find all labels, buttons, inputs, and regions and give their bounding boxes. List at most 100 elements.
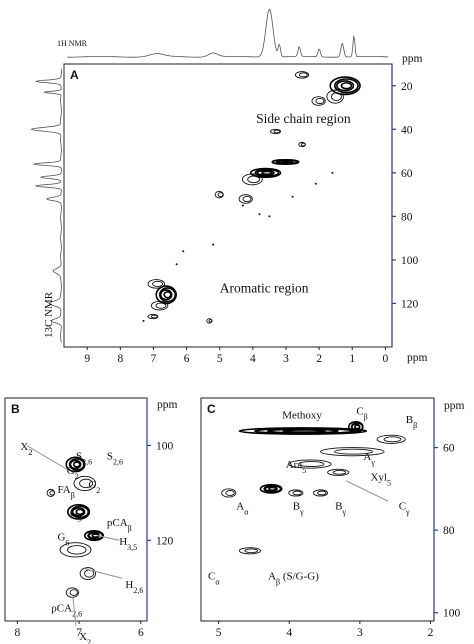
panel-b-letter: B	[11, 402, 20, 416]
panel-c-marks: Methoxy Cβ Bβ Aγ Ara5 Xyl5 Aα Bγ Bγ Cγ Cα Aβ (S/G-G…	[208, 406, 417, 587]
panel-a-cross-peak-9	[300, 142, 306, 147]
panel-c-cross-peak-5	[327, 468, 350, 476]
panel-a-marks	[142, 71, 361, 324]
panel-c-cross-peak-1	[353, 424, 361, 430]
panel-a-x-tick-label: 3	[283, 353, 289, 365]
panel-b-cross-peak-7	[79, 567, 97, 580]
panel-b-annotation-5: FAβ	[57, 484, 74, 500]
panel-b-x-ticks: 8 7 6	[14, 621, 144, 639]
panel-a-cross-peak-3	[294, 71, 310, 79]
panel-c-annotation-0: Methoxy	[282, 410, 322, 422]
panel-a-x-tick-label: 0	[382, 353, 388, 365]
panel-a-cross-peak-14	[150, 314, 158, 319]
panel-c-ppm-label: ppm	[444, 400, 465, 412]
panel-a-x-axis-label: ppm	[407, 352, 428, 364]
panel-b-cross-peak-3	[71, 507, 86, 517]
panel-c-cross-peak-0	[282, 429, 327, 433]
panel-a-cross-peak-11	[159, 289, 173, 301]
panel-a-y-tick-label: 40	[401, 124, 413, 136]
panel-b-annotation-11: ρCA2,6	[51, 603, 82, 619]
panel-c-cross-peak-2	[376, 434, 406, 444]
panel-a-minor-peak-8	[175, 263, 178, 266]
panel-b-x-tick-label: 7	[76, 627, 82, 639]
panel-b-annotation-3: G2	[67, 465, 79, 481]
panel-b-y-tick-label: 120	[156, 535, 174, 547]
panel-a-y-tick-label: 60	[401, 168, 413, 180]
panel-c-cross-peak-3	[334, 448, 374, 455]
panel-a-minor-peak-7	[314, 182, 317, 185]
panel-a-x-tick-label: 5	[217, 353, 223, 365]
panel-a-minor-peak-2	[268, 215, 271, 218]
panel-a-top-ppm-label: ppm	[402, 53, 423, 65]
panel-c-annotation-3: Aγ	[363, 451, 375, 467]
panel-c-x-ticks: 5 4 3 2	[216, 621, 434, 639]
panel-c-annotation-10: Cα	[208, 571, 220, 587]
panel-c-x-tick-label: 2	[428, 627, 434, 639]
panel-c-cross-peak-5	[332, 470, 347, 475]
panel-a-y-tick-label: 120	[401, 298, 419, 310]
panel-a-cross-peak-2	[311, 96, 326, 106]
panel-a-cross-peak-0	[336, 80, 355, 92]
panel-a-x-tick-label: 7	[151, 353, 157, 365]
panel-a-cross-peak-11	[158, 287, 177, 303]
panel-a-letter: A	[70, 68, 79, 82]
panel-a-cross-peak-7	[242, 195, 252, 203]
panel-a-cross-peak-14	[147, 313, 159, 320]
panel-c-cross-peak-6	[259, 483, 283, 494]
panel-c-x-tick-label: 5	[216, 627, 222, 639]
panel-a-cross-peak-12	[152, 280, 163, 287]
panel-a-cross-peak-15	[208, 319, 213, 323]
panel-b-cross-peak-2	[49, 490, 55, 496]
panel-b-cross-peak-3	[66, 503, 91, 520]
panel-c-cross-peak-4	[288, 459, 332, 469]
panel-c-y-tick-label: 100	[443, 608, 461, 620]
panel-a-x-tick-label: 4	[250, 353, 256, 365]
panel-b-y-tick-label: 100	[156, 440, 174, 452]
panel-a-minor-peak-6	[331, 171, 334, 174]
panel-c-annotation-5: Xyl5	[370, 472, 391, 488]
panel-b-leader-arrow-3	[72, 597, 77, 626]
panel-b-annotation-2: S2,6	[107, 451, 123, 467]
panel-b-cross-peak-5	[59, 542, 92, 558]
panel-c-annotation-9: Cγ	[399, 501, 410, 517]
panel-a-minor-peak-4	[241, 204, 244, 207]
panel-b-annotation-6: G5	[70, 508, 82, 524]
h-nmr-label: 1H NMR	[57, 39, 88, 48]
panel-a-cross-peak-0	[334, 78, 359, 94]
panel-b-leader-arrow-2	[85, 568, 123, 579]
panel-c-x-tick-label: 3	[357, 627, 363, 639]
panel-c-annotation-11: Aβ (S/G-G)	[268, 571, 319, 587]
panel-b-cross-peak-5	[67, 545, 87, 555]
panel-c: C ppm Methoxy Cβ Bβ Aγ Ara5 Xyl5 Aα Bγ Bγ Cγ Cα Aβ …	[200, 397, 465, 639]
panel-c-annotation-4: Ara5	[286, 459, 307, 475]
panel-a-cross-peak-1	[331, 92, 342, 102]
panel-b-cross-peak-1	[79, 478, 93, 489]
panel-c-cross-peak-3	[320, 447, 385, 457]
panel-b-cross-peak-3	[75, 508, 85, 516]
panel-a-cross-peak-5	[261, 170, 273, 176]
panel-c-letter: C	[207, 402, 216, 416]
panel-a-cross-peak-8	[273, 129, 281, 134]
panel-c-cross-peak-2	[383, 436, 402, 443]
panel-a-cross-peak-8	[270, 128, 281, 135]
panel-a-cross-peak-12	[147, 279, 165, 289]
panel-a-minor-peak-1	[212, 243, 215, 246]
panel-c-cross-peak-10	[244, 548, 259, 554]
panel-a-cross-peak-3	[298, 72, 308, 78]
panel-b-x-tick-label: 8	[14, 627, 20, 639]
panel-a-cross-peak-1	[326, 89, 344, 104]
panel-b-ppm-label: ppm	[157, 399, 178, 411]
panel-a-cross-peak-0	[329, 76, 361, 96]
panel-b-cross-peak-6	[65, 587, 80, 598]
c-nmr-label: 13C NMR	[43, 291, 55, 338]
panel-c-annotation-7: Bγ	[293, 501, 304, 517]
panel-c-cross-peak-6	[264, 485, 278, 492]
panel-b-annotation-0: X2	[20, 441, 32, 457]
panel-b-cross-peak-2	[46, 488, 55, 497]
panel-a-cross-peak-2	[315, 97, 325, 105]
panel-b-cross-peak-3	[70, 505, 90, 519]
panel-c-cross-peak-9	[317, 490, 327, 496]
panel-a-cross-peak-0	[340, 82, 353, 90]
